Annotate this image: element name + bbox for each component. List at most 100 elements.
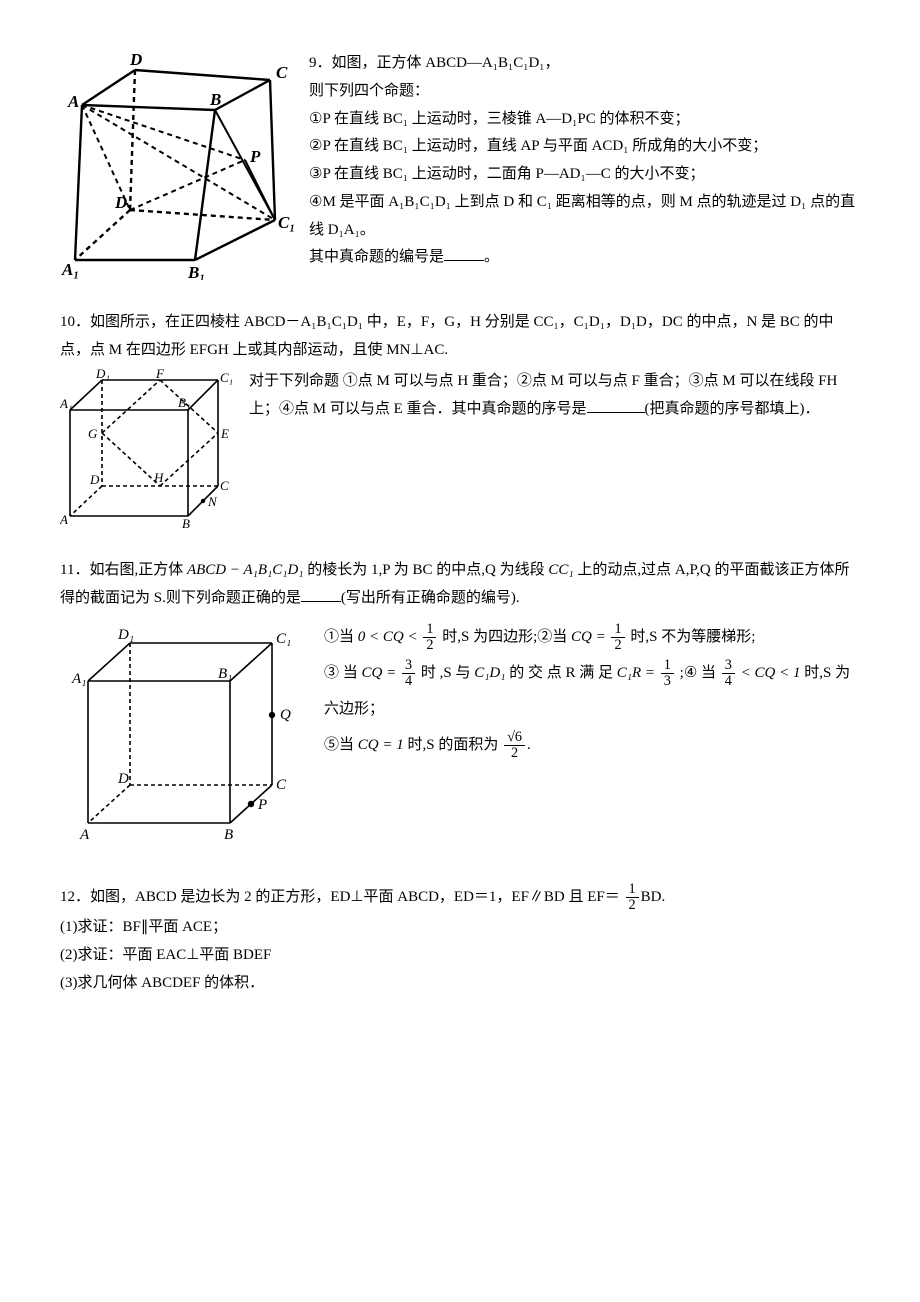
t: 时,S 为四边形; xyxy=(438,629,537,645)
q9-opt4: ④M 是平面 A₁B₁C₁D₁ 上到点 D 和 C₁ 距离相等的点，则 M 点的… xyxy=(309,189,860,245)
label-A: A xyxy=(79,827,90,843)
frac-3-4: 34 xyxy=(722,658,735,689)
label-D1: D₁ xyxy=(117,627,134,643)
q12-stem-a: 12．如图，ABCD 是边长为 2 的正方形，ED⊥平面 ABCD，ED＝1，E… xyxy=(60,889,620,905)
q9-stem: 9．如图，正方体 ABCD—A₁B₁C₁D₁， xyxy=(309,50,860,78)
label-A: A xyxy=(60,512,68,527)
t: 时,S 不为等腰梯形; xyxy=(627,629,756,645)
n: 1 xyxy=(626,882,639,898)
q12-stem-b: BD. xyxy=(641,889,666,905)
blank xyxy=(301,587,341,602)
q11-row3: ⑤当 CQ = 1 时,S 的面积为 √62. xyxy=(324,727,860,763)
question-12: 12．如图，ABCD 是边长为 2 的正方形，ED⊥平面 ABCD，ED＝1，E… xyxy=(60,881,860,997)
label-P: P xyxy=(249,147,261,166)
label-C1: C₁ xyxy=(276,631,291,647)
q9-opt2: ②P 在直线 BC₁ 上运动时，直线 AP 与平面 ACD₁ 所成角的大小不变； xyxy=(309,133,860,161)
t: ; xyxy=(676,665,684,681)
frac-half: 12 xyxy=(626,882,639,913)
t: CQ = xyxy=(362,665,400,681)
label-B1: B₁ xyxy=(218,666,232,682)
q11-seg: CC₁ xyxy=(548,562,573,578)
q10-figure: D₁ F C₁ A₁ B₁ G E H D C N A B xyxy=(60,368,235,539)
label-C1: C₁ xyxy=(278,213,295,232)
t: CQ = 1 xyxy=(358,737,404,753)
q12-stem: 12．如图，ABCD 是边长为 2 的正方形，ED⊥平面 ABCD，ED＝1，E… xyxy=(60,881,860,914)
t: C₁R = xyxy=(617,665,659,681)
q11-figure: D₁ C₁ A₁ B₁ Q D C P A B xyxy=(60,623,310,864)
n: 1 xyxy=(661,658,674,674)
label-Q: Q xyxy=(280,707,291,723)
t: CQ = xyxy=(571,629,609,645)
frac-half: 12 xyxy=(611,622,624,653)
q10-para: 对于下列命题 ①点 M 可以与点 H 重合；②点 M 可以与点 F 重合；③点 … xyxy=(249,368,860,424)
d: 4 xyxy=(402,674,415,689)
n: 1 xyxy=(423,622,436,638)
d: 2 xyxy=(504,746,525,761)
label-C: C xyxy=(220,478,229,493)
q11-stem-d: (写出所有正确命题的编号). xyxy=(341,590,520,606)
t: 时 ,S 与 xyxy=(417,665,474,681)
n: √6 xyxy=(504,730,525,746)
label-A1: A₁ xyxy=(60,396,72,411)
q12-p1: (1)求证：BF∥平面 ACE； xyxy=(60,914,860,942)
t: ①当 xyxy=(324,629,358,645)
label-C: C xyxy=(276,777,287,793)
label-C1: C₁ xyxy=(220,370,233,385)
t: . xyxy=(527,737,531,753)
frac-1-3: 13 xyxy=(661,658,674,689)
label-B: B xyxy=(182,516,190,528)
t: ⑤当 xyxy=(324,737,358,753)
t: ②当 xyxy=(537,629,571,645)
t: 时,S 的面积为 xyxy=(404,737,502,753)
q11-stem: 11．如右图,正方体 ABCD − A₁B₁C₁D₁ 的棱长为 1,P 为 BC… xyxy=(60,557,860,613)
d: 2 xyxy=(626,898,639,913)
q9-opt3: ③P 在直线 BC₁ 上运动时，二面角 P—AD₁—C 的大小不变； xyxy=(309,161,860,189)
q9-tail-a: 其中真命题的编号是 xyxy=(309,249,444,265)
q9-tail: 其中真命题的编号是 。 xyxy=(309,244,860,272)
q11-row1: ①当 0 < CQ < 12 时,S 为四边形;②当 CQ = 12 时,S 不… xyxy=(324,619,860,655)
q9-figure: D C A B P D₁ C₁ A₁ B₁ xyxy=(60,50,295,291)
t: ④ 当 xyxy=(684,665,720,681)
n: 1 xyxy=(611,622,624,638)
question-10: 10．如图所示，在正四棱柱 ABCD－A₁B₁C₁D₁ 中，E，F，G，H 分别… xyxy=(60,309,860,539)
d: 2 xyxy=(423,638,436,653)
d: 2 xyxy=(611,638,624,653)
label-F: F xyxy=(155,368,165,381)
q11-stem-a: 11．如右图,正方体 xyxy=(60,562,187,578)
blank xyxy=(587,398,645,413)
label-P: P xyxy=(257,797,267,813)
t: C₁D₁ xyxy=(474,665,505,681)
label-B: B xyxy=(224,827,233,843)
q12-p3: (3)求几何体 ABCDEF 的体积． xyxy=(60,970,860,998)
d: 3 xyxy=(661,674,674,689)
t: 0 < CQ < xyxy=(358,629,422,645)
q12-p2: (2)求证：平面 EAC⊥平面 BDEF xyxy=(60,942,860,970)
label-A1: A₁ xyxy=(71,671,86,687)
q11-stem-b: 的棱长为 1,P 为 BC 的中点,Q 为线段 xyxy=(304,562,549,578)
label-D1: D₁ xyxy=(95,368,110,381)
q10-para-b: (把真命题的序号都填上)． xyxy=(645,401,820,417)
label-D1: D₁ xyxy=(114,193,133,212)
label-B1: B₁ xyxy=(187,263,205,280)
q9-tail-b: 。 xyxy=(484,249,499,265)
q11-row2: ③ 当 CQ = 34 时 ,S 与 C₁D₁ 的 交 点 R 满 足 C₁R … xyxy=(324,655,860,727)
q9-text: 9．如图，正方体 ABCD—A₁B₁C₁D₁， 则下列四个命题： ①P 在直线 … xyxy=(309,50,860,272)
frac-3-4: 34 xyxy=(402,658,415,689)
label-A: A xyxy=(67,92,79,111)
q11-options: ①当 0 < CQ < 12 时,S 为四边形;②当 CQ = 12 时,S 不… xyxy=(324,619,860,763)
question-11: 11．如右图,正方体 ABCD − A₁B₁C₁D₁ 的棱长为 1,P 为 BC… xyxy=(60,557,860,863)
blank xyxy=(444,246,484,261)
label-E: E xyxy=(220,426,229,441)
n: 3 xyxy=(402,658,415,674)
label-G: G xyxy=(88,426,98,441)
label-D: D xyxy=(129,50,142,69)
label-D: D xyxy=(89,472,100,487)
q9-opt1: ①P 在直线 BC₁ 上运动时，三棱锥 A—D₁PC 的体积不变； xyxy=(309,106,860,134)
label-A1: A₁ xyxy=(61,260,79,279)
label-B: B xyxy=(209,90,221,109)
label-N: N xyxy=(207,494,218,509)
t: 的 交 点 R 满 足 xyxy=(505,665,616,681)
label-B1: B₁ xyxy=(178,395,190,410)
label-D: D xyxy=(117,771,129,787)
t: ③ 当 xyxy=(324,665,362,681)
